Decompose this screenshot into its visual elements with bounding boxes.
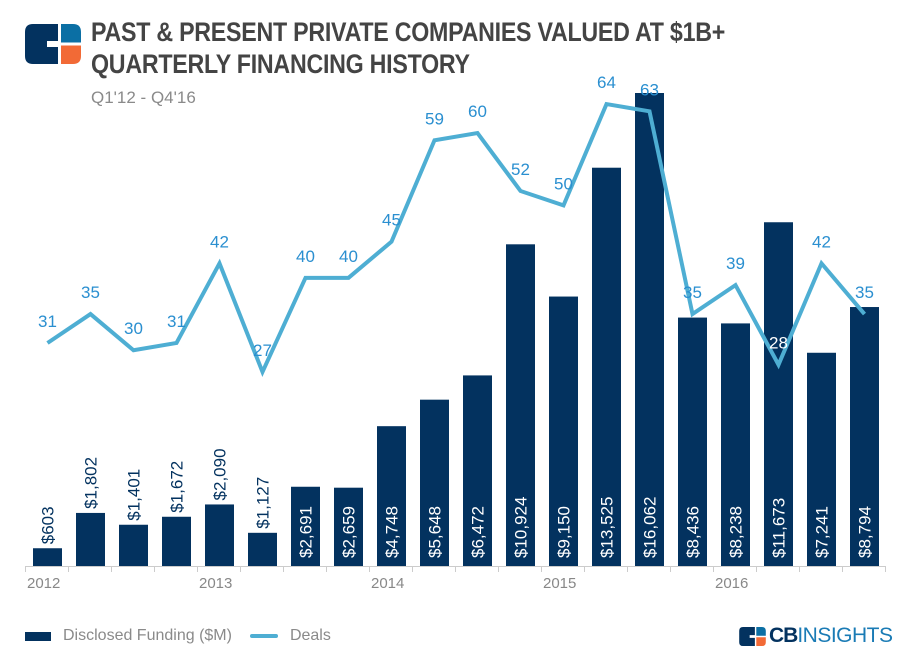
deals-label: 63	[640, 80, 659, 99]
funding-bar-label: $1,401	[125, 469, 144, 521]
x-tick-label: 2013	[199, 575, 232, 592]
funding-bar-label: $1,802	[81, 457, 100, 509]
deals-label: 40	[339, 247, 358, 266]
funding-bar-label: $8,436	[684, 506, 703, 558]
deals-line	[46, 101, 867, 378]
funding-bar	[291, 486, 320, 566]
deals-label: 28	[769, 334, 788, 353]
funding-bar	[549, 296, 578, 566]
cb-insights-logo-icon	[25, 24, 81, 64]
deals-label: 42	[812, 232, 831, 251]
funding-bar	[463, 375, 492, 566]
deals-label: 35	[683, 283, 702, 302]
funding-bar-label: $1,127	[254, 477, 273, 529]
funding-bar	[420, 399, 449, 566]
funding-bar-label: $5,648	[426, 506, 445, 558]
funding-bar-label: $2,691	[297, 506, 316, 558]
deals-label: 30	[124, 319, 143, 338]
funding-bar	[506, 244, 535, 566]
funding-bar-label: $8,794	[856, 506, 875, 558]
funding-bar	[248, 532, 277, 566]
legend-swatch-deals	[249, 634, 278, 638]
funding-bar	[850, 307, 879, 566]
funding-bar-label: $10,924	[512, 497, 531, 558]
funding-bar	[119, 524, 148, 566]
chart-title: PAST & PRESENT PRIVATE COMPANIES VALUED …	[91, 16, 725, 80]
funding-bar	[635, 93, 664, 566]
funding-bar-label: $6,472	[469, 506, 488, 558]
funding-bar	[76, 512, 105, 566]
funding-bar-label: $2,090	[211, 448, 230, 500]
funding-bar	[205, 504, 234, 566]
deals-label: 45	[382, 211, 401, 230]
deals-label: 59	[425, 109, 444, 128]
title-line-1: PAST & PRESENT PRIVATE COMPANIES VALUED …	[91, 17, 726, 47]
legend-label-funding: Disclosed Funding ($M)	[63, 627, 232, 644]
x-tick-label: 2015	[543, 575, 576, 592]
funding-bar	[807, 352, 836, 566]
cb-insights-brand-icon	[739, 626, 766, 646]
deals-label: 52	[511, 160, 530, 179]
funding-bar	[377, 426, 406, 566]
legend: Disclosed Funding ($M) Deals	[25, 626, 331, 646]
funding-bar-label: $13,525	[598, 497, 617, 558]
funding-bar-label: $16,062	[641, 497, 660, 558]
x-tick-label: 2012	[27, 575, 60, 592]
x-tick-label: 2016	[715, 575, 748, 592]
title-line-2: QUARTERLY FINANCING HISTORY	[91, 49, 470, 79]
deals-label: 40	[296, 247, 315, 266]
funding-bar	[162, 516, 191, 566]
deals-label: 35	[81, 283, 100, 302]
deals-label: 39	[726, 254, 745, 273]
funding-bar-label: $11,673	[770, 498, 789, 558]
funding-bar	[592, 167, 621, 566]
x-tick-label: 2014	[371, 575, 404, 592]
funding-bar	[334, 487, 363, 566]
funding-bar-label: $9,150	[555, 506, 574, 558]
funding-bar	[33, 548, 62, 566]
legend-label-deals: Deals	[289, 627, 331, 644]
funding-bar-label: $1,672	[168, 461, 187, 513]
funding-bar-label: $2,659	[340, 506, 359, 558]
chart-canvas: 2012 2013 2014 2015 2016 $603 $1,802 $1,401 $1,6…	[25, 73, 886, 592]
deals-label: 60	[468, 102, 487, 121]
deals-label: 64	[597, 73, 616, 92]
deals-label: 35	[855, 283, 874, 302]
funding-bar-label: $7,241	[813, 506, 832, 558]
funding-bar-label: $8,238	[727, 506, 746, 558]
deals-label: 31	[38, 312, 57, 331]
cb-insights-brand: CB INSIGHTS	[739, 624, 893, 648]
deals-label: 31	[167, 312, 186, 331]
funding-bar-label: $4,748	[383, 506, 402, 558]
brand-insights-text: INSIGHTS	[797, 624, 893, 647]
funding-bar	[764, 222, 793, 567]
deals-label: 42	[210, 232, 229, 251]
funding-bar	[678, 317, 707, 566]
deals-label: 27	[253, 341, 272, 360]
deals-label: 50	[554, 174, 573, 193]
funding-bar	[721, 323, 750, 566]
chart-subtitle: Q1'12 - Q4'16	[91, 88, 196, 107]
funding-bar-label: $603	[39, 506, 58, 544]
brand-cb-text: CB	[769, 624, 798, 647]
legend-swatch-funding	[25, 631, 51, 641]
